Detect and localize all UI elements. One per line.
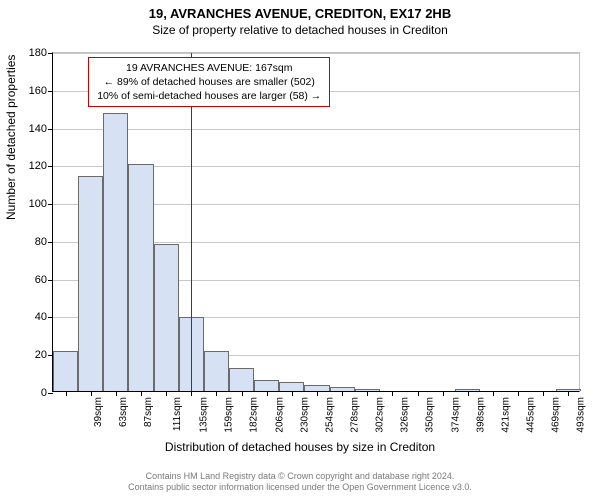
x-tick-label: 159sqm xyxy=(224,397,235,433)
x-tick-mark xyxy=(568,391,569,396)
histogram-chart: 02040608010012014016018039sqm63sqm87sqm1… xyxy=(52,52,580,392)
histogram-bar xyxy=(254,380,279,391)
y-tick-mark xyxy=(48,280,53,281)
x-tick-label: 445sqm xyxy=(526,397,537,433)
annotation-line-3: 10% of semi-detached houses are larger (… xyxy=(97,89,321,103)
x-tick-label: 493sqm xyxy=(576,397,587,433)
x-tick-mark xyxy=(468,391,469,396)
x-tick-mark xyxy=(367,391,368,396)
histogram-bar xyxy=(204,351,229,391)
x-tick-label: 374sqm xyxy=(450,397,461,433)
histogram-bar xyxy=(78,176,103,391)
x-tick-mark xyxy=(342,391,343,396)
y-tick-label: 120 xyxy=(17,160,47,172)
y-tick-mark xyxy=(48,393,53,394)
x-tick-mark xyxy=(216,391,217,396)
histogram-bar xyxy=(53,351,78,391)
page-title: 19, AVRANCHES AVENUE, CREDITON, EX17 2HB xyxy=(0,6,600,21)
x-tick-mark xyxy=(543,391,544,396)
y-tick-mark xyxy=(48,53,53,54)
gridline xyxy=(53,53,579,54)
x-tick-mark xyxy=(267,391,268,396)
attribution-line-2: Contains public sector information licen… xyxy=(128,482,472,492)
x-tick-mark xyxy=(418,391,419,396)
x-tick-label: 254sqm xyxy=(324,397,335,433)
x-tick-label: 135sqm xyxy=(199,397,210,433)
page-subtitle: Size of property relative to detached ho… xyxy=(0,23,600,37)
y-tick-label: 20 xyxy=(17,349,47,361)
x-tick-label: 182sqm xyxy=(249,397,260,433)
y-tick-label: 40 xyxy=(17,311,47,323)
y-tick-label: 140 xyxy=(17,123,47,135)
x-tick-label: 421sqm xyxy=(500,397,511,433)
x-tick-label: 278sqm xyxy=(350,397,361,433)
x-tick-label: 398sqm xyxy=(475,397,486,433)
x-tick-label: 87sqm xyxy=(143,397,154,427)
histogram-bar xyxy=(229,368,254,391)
x-tick-mark xyxy=(392,391,393,396)
y-tick-mark xyxy=(48,204,53,205)
x-axis-label: Distribution of detached houses by size … xyxy=(0,440,600,454)
plot-area: 02040608010012014016018039sqm63sqm87sqm1… xyxy=(52,52,580,392)
x-tick-label: 350sqm xyxy=(425,397,436,433)
attribution-line-1: Contains HM Land Registry data © Crown c… xyxy=(146,471,455,481)
x-tick-label: 469sqm xyxy=(551,397,562,433)
x-tick-label: 39sqm xyxy=(93,397,104,427)
y-tick-label: 60 xyxy=(17,274,47,286)
y-tick-mark xyxy=(48,242,53,243)
y-tick-mark xyxy=(48,166,53,167)
x-tick-label: 63sqm xyxy=(118,397,129,427)
x-tick-mark xyxy=(166,391,167,396)
histogram-bar xyxy=(154,244,179,391)
x-tick-label: 111sqm xyxy=(172,397,183,431)
y-axis-label: Number of detached properties xyxy=(4,55,18,220)
y-tick-label: 180 xyxy=(17,47,47,59)
x-tick-mark xyxy=(141,391,142,396)
annotation-box: 19 AVRANCHES AVENUE: 167sqm← 89% of deta… xyxy=(88,57,330,108)
x-tick-label: 230sqm xyxy=(299,397,310,433)
y-tick-label: 100 xyxy=(17,198,47,210)
x-tick-mark xyxy=(191,391,192,396)
x-tick-mark xyxy=(292,391,293,396)
y-tick-mark xyxy=(48,317,53,318)
x-tick-label: 206sqm xyxy=(274,397,285,433)
y-tick-label: 160 xyxy=(17,85,47,97)
annotation-line-2: ← 89% of detached houses are smaller (50… xyxy=(97,75,321,89)
y-tick-mark xyxy=(48,91,53,92)
x-tick-label: 326sqm xyxy=(400,397,411,433)
attribution-text: Contains HM Land Registry data © Crown c… xyxy=(8,471,592,494)
x-tick-mark xyxy=(518,391,519,396)
x-tick-mark xyxy=(443,391,444,396)
histogram-bar xyxy=(103,113,128,391)
gridline xyxy=(53,129,579,130)
x-tick-mark xyxy=(116,391,117,396)
x-tick-mark xyxy=(66,391,67,396)
histogram-bar xyxy=(279,382,304,391)
y-tick-label: 0 xyxy=(17,387,47,399)
x-tick-mark xyxy=(91,391,92,396)
annotation-line-1: 19 AVRANCHES AVENUE: 167sqm xyxy=(97,61,321,75)
x-tick-mark xyxy=(493,391,494,396)
y-tick-label: 80 xyxy=(17,236,47,248)
x-tick-mark xyxy=(242,391,243,396)
x-tick-mark xyxy=(317,391,318,396)
x-tick-label: 302sqm xyxy=(375,397,386,433)
histogram-bar xyxy=(128,164,153,391)
y-tick-mark xyxy=(48,129,53,130)
